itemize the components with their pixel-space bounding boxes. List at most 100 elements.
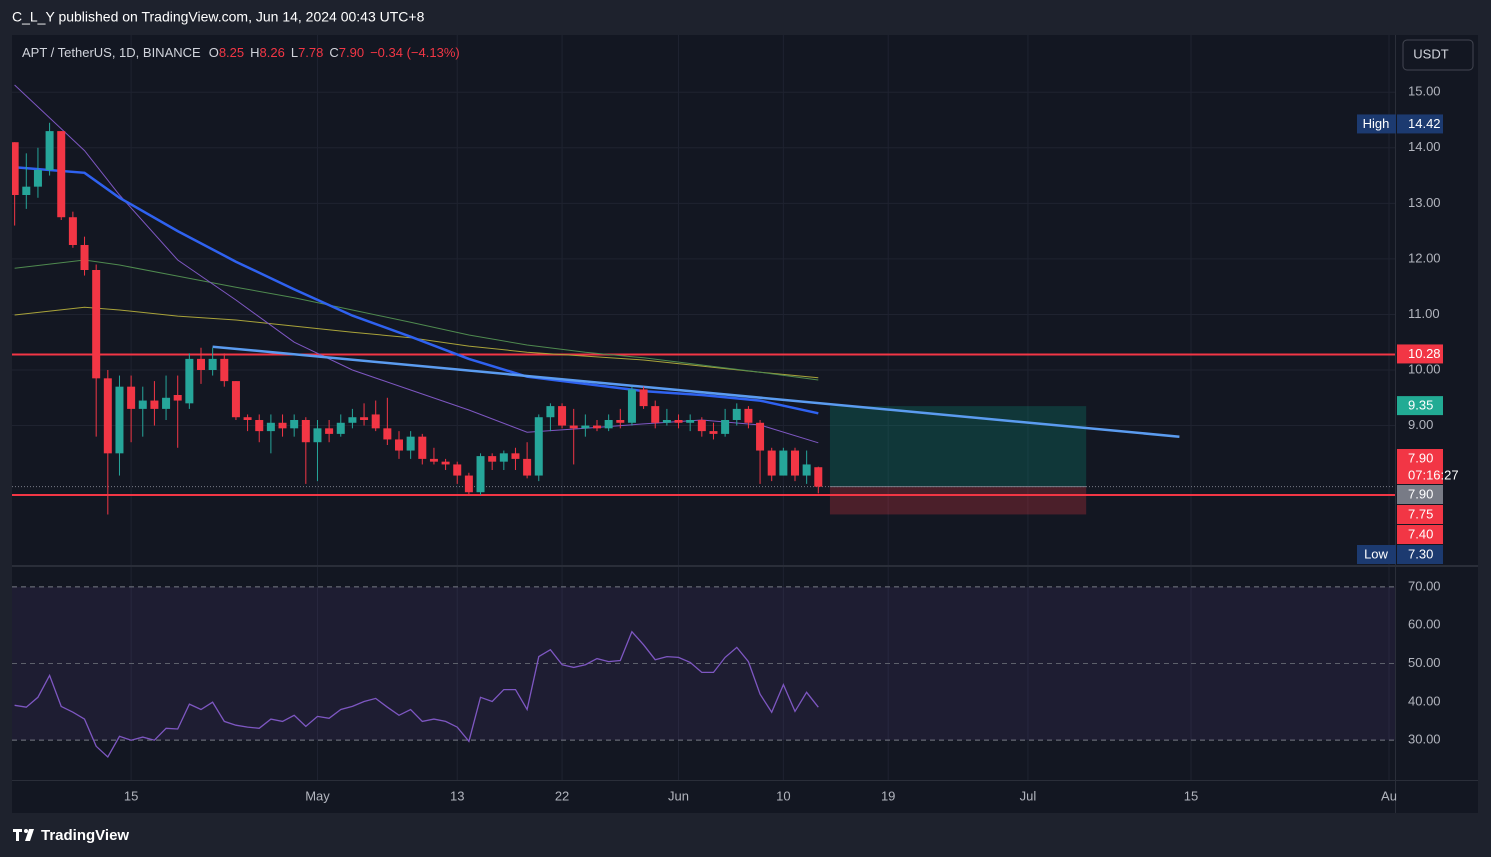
candle-body [697, 420, 706, 432]
candle-body [22, 186, 31, 195]
candle-body [534, 417, 543, 476]
footer-brand: TradingView [41, 827, 129, 844]
candle-body [290, 420, 299, 429]
candle-body [266, 422, 275, 432]
candle-body [336, 422, 345, 434]
candle-body [383, 428, 392, 440]
candle-body [150, 400, 159, 409]
candle-body [33, 170, 42, 187]
candle-body [651, 406, 660, 423]
header-text: C_L_Y published on TradingView.com, Jun … [12, 9, 425, 25]
candle-body [546, 406, 555, 418]
y-tick-label: 10.00 [1408, 361, 1441, 376]
candle-body [220, 358, 229, 382]
candle-body [453, 464, 462, 476]
candle-body [68, 217, 77, 245]
logo-shape [25, 829, 34, 841]
candle-body [569, 425, 578, 429]
candle-body [208, 358, 217, 370]
y-tick-label: 15.00 [1408, 84, 1441, 99]
price-tag: Low [1364, 546, 1388, 561]
x-tick-label: 15 [124, 788, 138, 803]
candle-body [814, 467, 823, 487]
candle-body [278, 422, 287, 429]
candle-body [791, 450, 799, 476]
rsi-line [14, 630, 819, 759]
logo-shape [24, 829, 28, 833]
price-countdown: 07:16:27 [1408, 467, 1459, 482]
candle-body [499, 453, 508, 462]
price-label: 7.90 [1408, 450, 1433, 465]
candle-body [406, 436, 415, 451]
candle-body [558, 406, 567, 426]
candle-body [464, 475, 473, 493]
rsi-tick-label: 70.00 [1408, 578, 1441, 593]
candle-body [92, 270, 101, 379]
candle-body [756, 422, 765, 451]
legend-key: C [329, 45, 338, 60]
legend-key: L [291, 45, 298, 60]
rsi-tick-label: 30.00 [1408, 732, 1441, 747]
candle-body [627, 389, 636, 423]
candle-body [301, 420, 310, 443]
candle-body [732, 408, 741, 420]
position-stop-zone [829, 486, 1087, 515]
y-tick-label: 9.00 [1408, 417, 1433, 432]
legend-value: 8.26 [260, 45, 285, 60]
legend-value: 7.90 [339, 45, 364, 60]
candle-body [197, 358, 205, 370]
symbol: APT / TetherUS, 1D, BINANCE [22, 45, 201, 60]
price-tag: High [1363, 116, 1390, 131]
candle-body [744, 408, 753, 423]
candle-body [604, 420, 613, 429]
currency-button[interactable] [1402, 39, 1474, 71]
price-label-box [1397, 449, 1443, 484]
moving-average [14, 259, 819, 381]
candle-body [662, 420, 671, 423]
candle-body [686, 420, 695, 423]
candle-body [313, 428, 322, 443]
x-tick-label: Au [1381, 788, 1397, 803]
candle-body [12, 142, 19, 195]
x-tick-label: Jul [1020, 788, 1037, 803]
candle-body [429, 458, 438, 462]
candle-body [767, 450, 776, 476]
price-tag-box [1357, 545, 1396, 564]
price-label-box [1397, 114, 1443, 134]
currency-label: USDT [1413, 46, 1448, 61]
axes: 9.00 10.00 11.00 12.00 13.00 14.00 15.00 15 May 1… [124, 84, 1459, 804]
candle-body [103, 378, 112, 454]
candle-body [721, 420, 730, 434]
price-tag-box [1357, 114, 1396, 134]
candle-body [616, 420, 625, 423]
position-target-zone [829, 406, 1087, 487]
y-tick-label: 14.00 [1408, 139, 1441, 154]
x-tick-label: 22 [555, 788, 569, 803]
candle-body [674, 420, 683, 423]
symbol-legend: APT / TetherUS, 1D, BINANCE O8.25 H8.26 L7.… [22, 45, 460, 60]
candle-body [185, 358, 194, 404]
price-label-box [1397, 344, 1443, 364]
logo [13, 829, 34, 841]
price-pane [12, 84, 1395, 515]
price-label-box [1397, 505, 1443, 524]
y-tick-label: 11.00 [1408, 306, 1440, 321]
candle-body [45, 131, 54, 170]
legend-key: H [250, 45, 259, 60]
trendline [212, 345, 1180, 438]
candle-body [395, 439, 403, 451]
candle-body [325, 428, 334, 434]
x-tick-label: 15 [1184, 788, 1198, 803]
moving-average [14, 165, 819, 415]
candle-body [138, 400, 147, 409]
rsi-tick-label: 50.00 [1408, 655, 1441, 670]
candle-body [511, 453, 520, 459]
rsi-pane [12, 586, 1395, 759]
candle-body [802, 464, 811, 476]
logo-shape [16, 829, 19, 841]
candle-body [709, 431, 718, 434]
rsi-tick-label: 40.00 [1408, 693, 1441, 708]
legend-key: O [209, 45, 219, 60]
footer [0, 813, 1491, 857]
